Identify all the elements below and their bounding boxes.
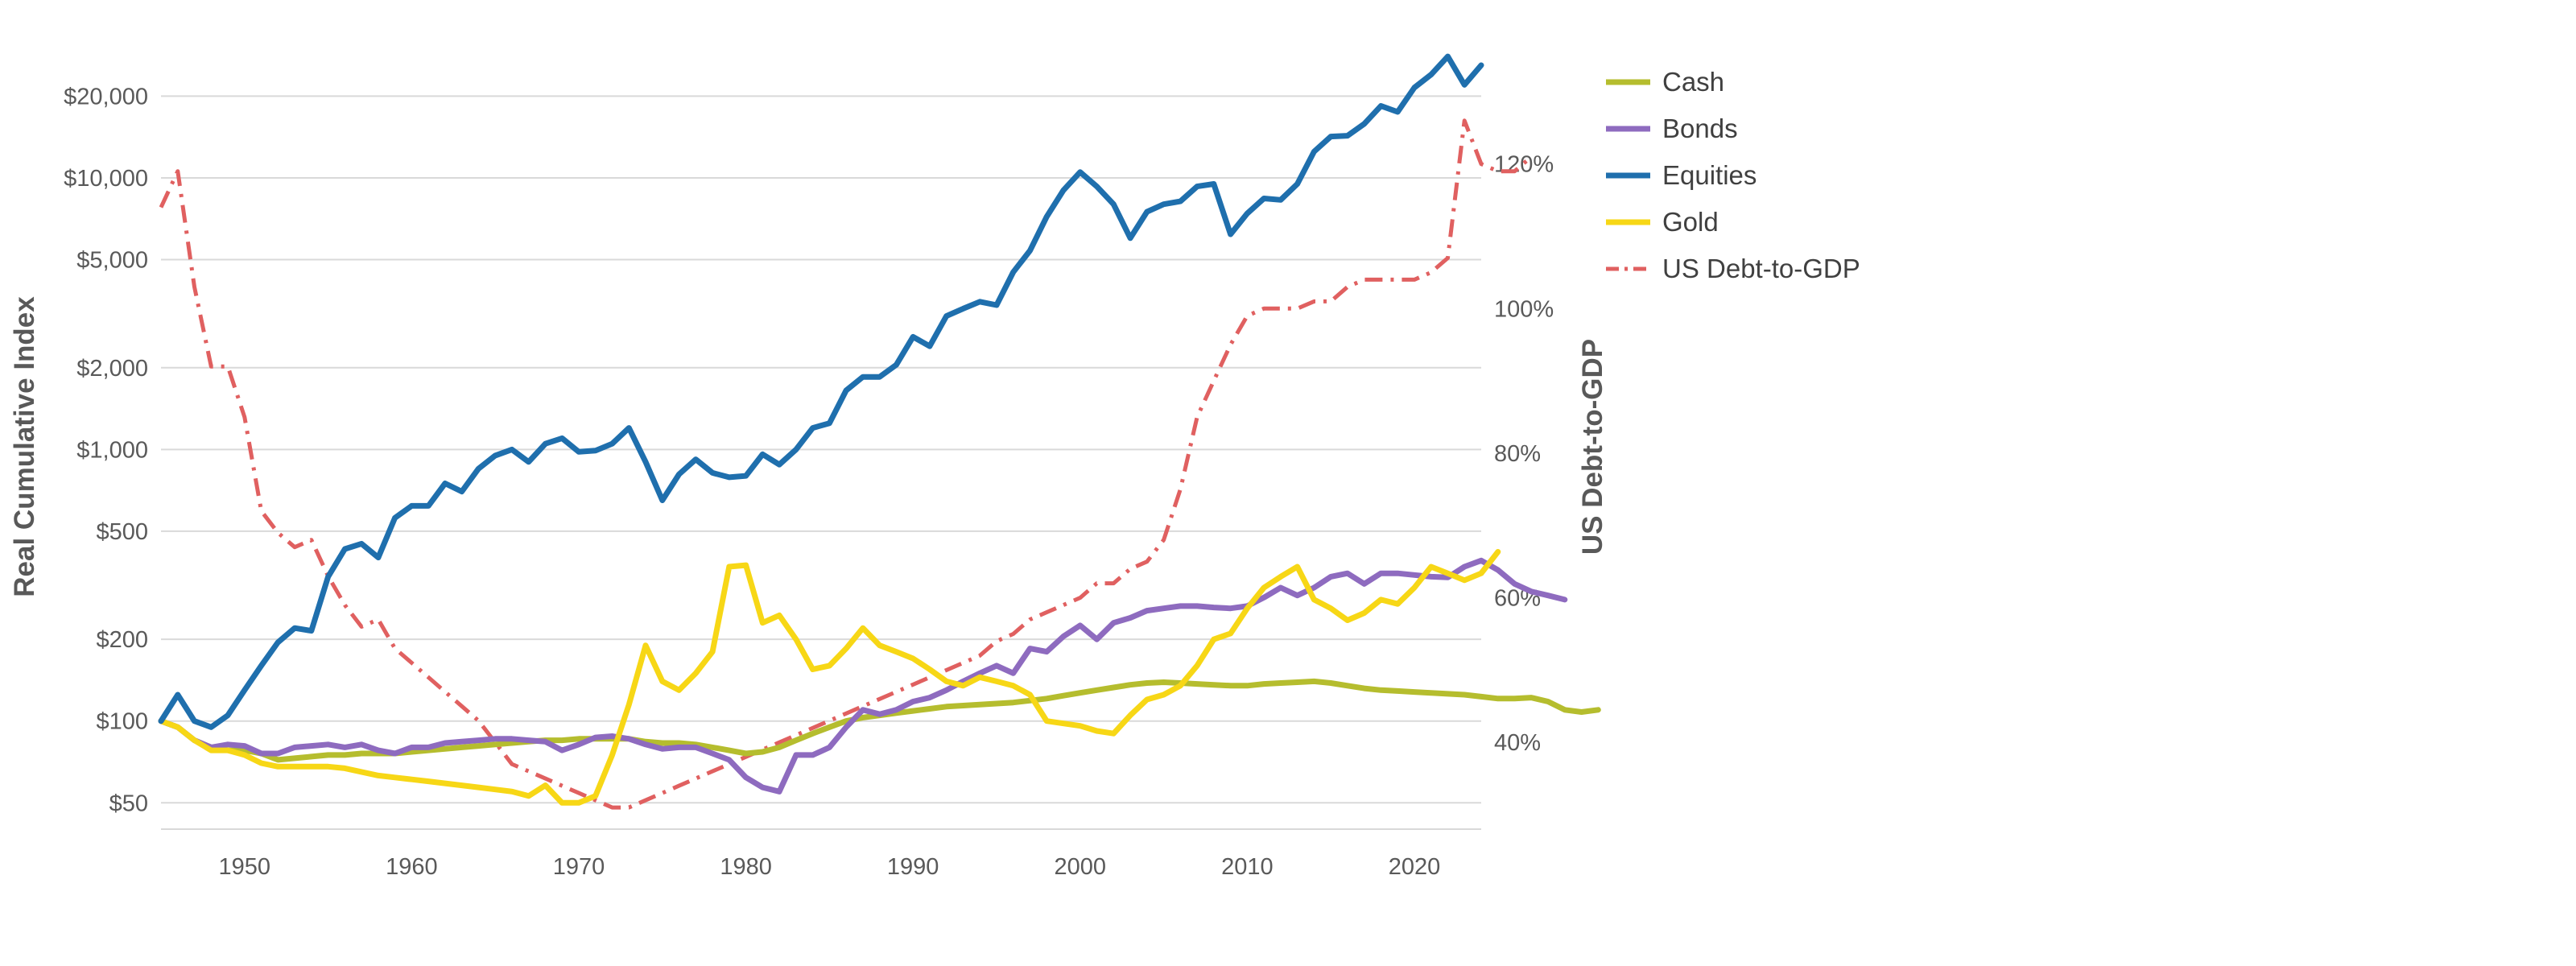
x-tick-label: 1980 [720, 854, 772, 880]
x-axis-ticks: 1950 1960 1970 1980 1990 2000 2010 2020 [219, 854, 1441, 880]
left-tick-label: $20,000 [64, 84, 148, 109]
left-tick-label: $200 [96, 627, 148, 653]
series-line-equities [158, 53, 1484, 730]
series-line-us-debt-to-gdp [159, 118, 1533, 810]
x-tick-label: 1990 [887, 854, 939, 880]
legend-label: Bonds [1662, 114, 1738, 143]
gridlines [161, 95, 1481, 830]
left-tick-label: $5,000 [76, 248, 148, 274]
right-tick-label: 100% [1494, 296, 1554, 322]
series-line-bonds [158, 557, 1568, 795]
right-tick-label: 120% [1494, 152, 1554, 178]
left-axis-title: Real Cumulative Index [9, 296, 40, 597]
left-tick-label: $10,000 [64, 166, 148, 192]
x-tick-label: 2010 [1221, 854, 1274, 880]
right-tick-label: 80% [1494, 441, 1541, 467]
legend-label: Gold [1662, 207, 1719, 237]
right-axis-title: US Debt-to-GDP [1577, 339, 1608, 555]
x-tick-label: 1960 [386, 854, 438, 880]
series-lines [158, 53, 1601, 810]
series-line-gold [158, 549, 1501, 806]
left-axis-ticks: $50 $100 $200 $500 $1,000 $2,000 $5,000 $10,000… [64, 84, 148, 816]
left-tick-label: $2,000 [76, 356, 148, 382]
left-tick-label: $500 [96, 519, 148, 545]
x-tick-label: 2000 [1055, 854, 1107, 880]
left-tick-label: $50 [109, 791, 148, 816]
x-tick-label: 1950 [219, 854, 271, 880]
x-tick-label: 2020 [1389, 854, 1441, 880]
legend-label: US Debt-to-GDP [1662, 254, 1860, 283]
right-tick-label: 40% [1494, 730, 1541, 756]
right-axis-ticks: 40%60%80%100%120% [1494, 152, 1554, 757]
left-tick-label: $100 [96, 709, 148, 735]
x-tick-label: 1970 [553, 854, 605, 880]
legend-label: Cash [1662, 67, 1724, 97]
legend-label: Equities [1662, 160, 1757, 190]
legend: Cash Bonds Equities Gold US Debt-to-GDP [1606, 67, 1860, 283]
left-tick-label: $1,000 [76, 437, 148, 463]
